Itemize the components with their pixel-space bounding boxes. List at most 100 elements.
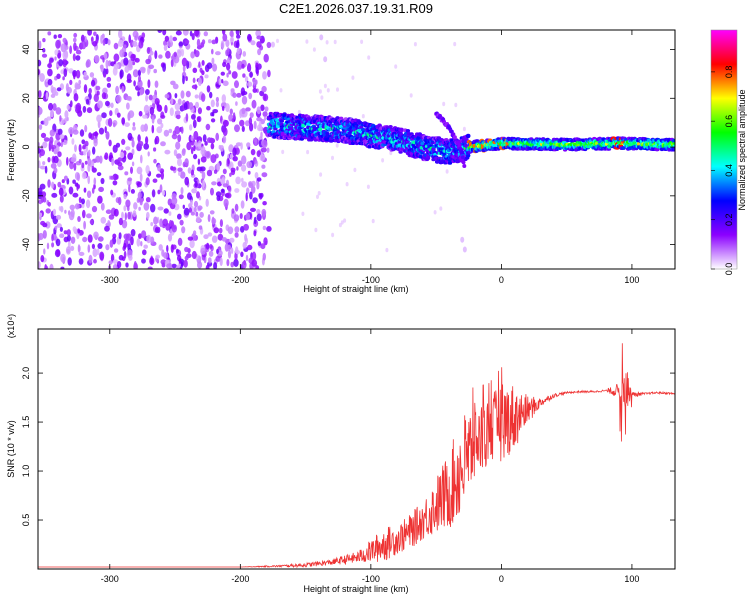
noise-cell — [38, 160, 41, 169]
noise-cell — [132, 126, 136, 131]
noise-cell — [161, 249, 165, 257]
noise-cell — [93, 138, 98, 147]
signal-cell — [279, 119, 284, 123]
noise-cell — [260, 243, 266, 250]
noise-cell — [235, 176, 241, 185]
noise-cell — [256, 106, 261, 115]
noise-cell — [252, 78, 256, 86]
noise-cell — [38, 212, 43, 218]
noise-cell — [153, 147, 157, 152]
noise-cell — [256, 209, 261, 215]
x-tick-label: 100 — [624, 275, 639, 285]
noise-cell — [157, 206, 164, 211]
noise-cell — [92, 146, 96, 155]
noise-cell — [184, 255, 189, 261]
noise-cell — [245, 120, 250, 127]
colorbar-tick-label: 0.6 — [724, 115, 734, 128]
noise-cell — [38, 261, 41, 269]
noise-cell — [54, 225, 58, 230]
noise-cell — [72, 53, 76, 62]
noise-cell — [445, 169, 449, 174]
noise-cell — [191, 188, 198, 194]
noise-cell — [124, 65, 130, 73]
noise-cell — [108, 214, 115, 220]
noise-cell — [193, 153, 198, 160]
noise-cell — [197, 205, 203, 211]
noise-cell — [170, 58, 174, 68]
noise-cell — [266, 147, 270, 153]
noise-cell — [262, 201, 267, 206]
noise-cell — [240, 251, 244, 258]
noise-cell — [93, 177, 97, 186]
noise-cell — [103, 72, 107, 78]
snr-marks — [38, 343, 675, 569]
colorbar-tick-label: 0.2 — [724, 213, 734, 226]
noise-cell — [63, 68, 68, 77]
noise-cell — [145, 58, 151, 65]
noise-cell — [115, 142, 121, 148]
noise-cell — [353, 167, 357, 173]
noise-cell — [109, 110, 113, 117]
noise-cell — [157, 189, 161, 195]
noise-cell — [52, 208, 57, 216]
colorbar-tick-label: 0.8 — [724, 66, 734, 79]
noise-cell — [121, 138, 126, 145]
noise-cell — [74, 203, 80, 210]
noise-cell — [241, 91, 248, 96]
noise-cell — [194, 50, 200, 58]
noise-cell — [190, 51, 195, 59]
noise-cell — [210, 118, 216, 123]
noise-cell — [209, 244, 213, 249]
noise-cell — [132, 122, 136, 127]
noise-cell — [167, 233, 173, 242]
colorbar-label: Normalized spectral amplitude — [737, 89, 747, 210]
noise-cell — [51, 242, 55, 248]
noise-cell — [60, 69, 65, 74]
y-tick-label: 2.0 — [21, 367, 31, 380]
x-tick-label: -200 — [231, 574, 249, 584]
noise-cell — [222, 127, 228, 136]
noise-cell — [82, 236, 88, 243]
noise-cell — [180, 187, 184, 195]
noise-cell — [64, 209, 67, 214]
noise-cell — [205, 242, 210, 250]
noise-cell — [47, 157, 51, 163]
noise-cell — [227, 158, 230, 165]
spectrogram-x-axis-label: Height of straight line (km) — [303, 284, 408, 294]
noise-cell — [225, 192, 232, 199]
noise-cell — [102, 38, 106, 46]
noise-cell — [188, 207, 192, 213]
noise-cell — [81, 198, 85, 205]
noise-cell — [257, 241, 262, 246]
noise-cell — [83, 84, 88, 94]
noise-cell — [247, 81, 253, 87]
noise-cell — [168, 211, 172, 216]
noise-cell — [263, 53, 269, 63]
noise-cell — [125, 262, 129, 268]
noise-cell — [185, 90, 191, 98]
noise-cell — [137, 91, 140, 97]
noise-cell — [97, 243, 103, 249]
noise-cell — [99, 155, 103, 164]
noise-cell — [247, 33, 252, 42]
snr-series-line — [38, 343, 675, 569]
noise-cell — [200, 247, 206, 255]
noise-cell — [51, 233, 54, 242]
branch-cell — [461, 160, 466, 165]
noise-cell — [95, 85, 101, 91]
noise-cell — [263, 116, 267, 121]
noise-cell — [254, 136, 257, 146]
noise-cell — [53, 155, 59, 164]
noise-cell — [261, 164, 266, 169]
noise-cell — [160, 141, 166, 147]
noise-cell — [394, 64, 398, 69]
noise-cell — [38, 106, 43, 115]
noise-cell — [57, 52, 61, 59]
noise-cell — [234, 124, 240, 133]
x-tick-label: -100 — [362, 275, 380, 285]
noise-cell — [104, 225, 110, 232]
noise-cell — [194, 94, 199, 99]
noise-cell — [59, 226, 64, 232]
noise-cell — [100, 34, 103, 44]
noise-cell — [236, 92, 242, 98]
